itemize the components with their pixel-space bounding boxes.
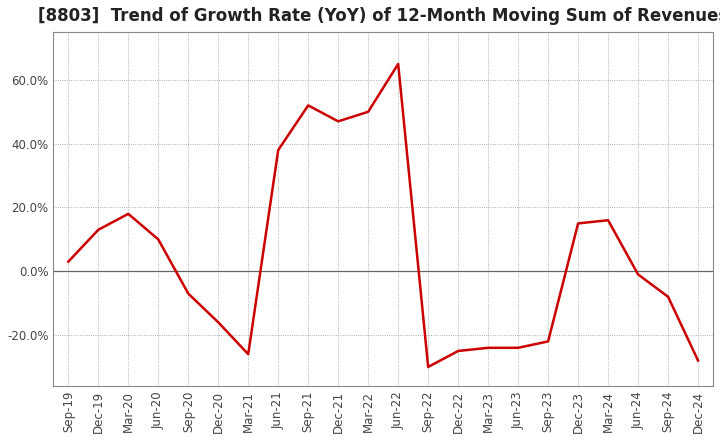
Title: [8803]  Trend of Growth Rate (YoY) of 12-Month Moving Sum of Revenues: [8803] Trend of Growth Rate (YoY) of 12-… — [38, 7, 720, 25]
